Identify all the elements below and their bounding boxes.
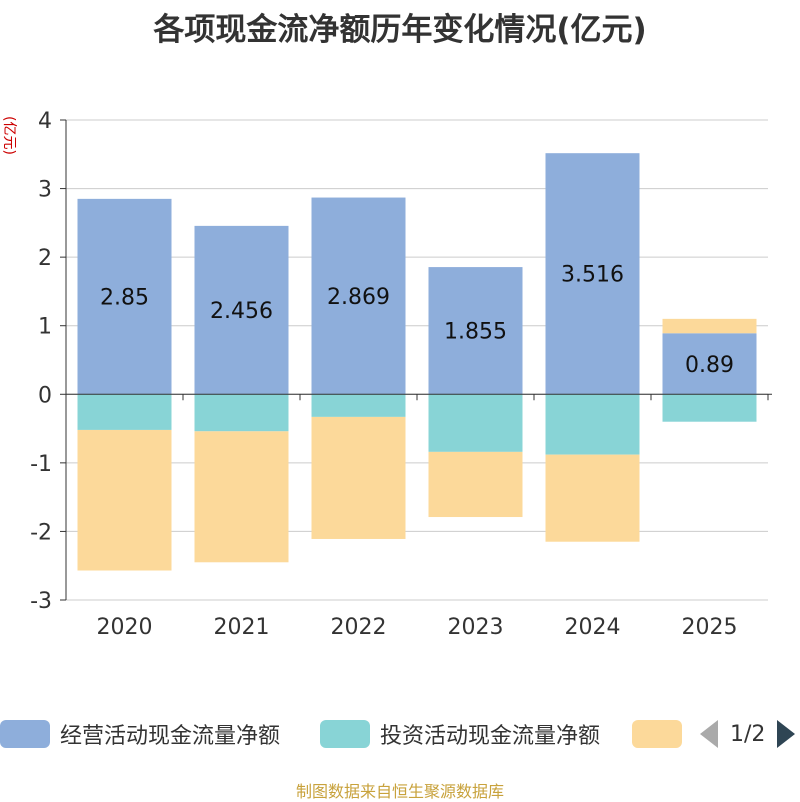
financing-bar — [311, 416, 406, 539]
legend-item-investing[interactable]: 投资活动现金流量净额 — [320, 720, 601, 749]
bar-data-label: 3.516 — [561, 263, 624, 288]
legend: 经营活动现金流量净额 投资活动现金流量净额 1/2 — [0, 712, 800, 756]
legend-pager: 1/2 — [700, 720, 796, 748]
x-tick-label: 2020 — [97, 615, 153, 640]
legend-prev-page-icon[interactable] — [700, 720, 718, 748]
y-tick-label: -2 — [30, 520, 52, 545]
y-tick-label: 1 — [38, 315, 52, 340]
y-tick-label: 3 — [38, 178, 52, 203]
x-tick-label: 2023 — [448, 615, 504, 640]
legend-label-investing: 投资活动现金流量净额 — [380, 724, 601, 749]
y-tick-label: 4 — [38, 109, 52, 134]
legend-swatch-investing — [320, 720, 370, 748]
investing-bar — [194, 394, 289, 432]
financing-bar — [545, 454, 640, 542]
operating-bar — [662, 333, 757, 395]
data-source-note: 制图数据来自恒生聚源数据库 — [295, 782, 504, 801]
financing-bar — [662, 318, 757, 334]
y-tick-label: -1 — [30, 452, 52, 477]
investing-bar — [545, 394, 640, 455]
legend-swatch-financing — [632, 720, 682, 748]
x-tick-label: 2024 — [565, 615, 621, 640]
legend-item-operating[interactable]: 经营活动现金流量净额 — [0, 720, 281, 749]
legend-next-page-icon[interactable] — [777, 720, 796, 748]
investing-bar — [77, 394, 172, 430]
financing-bar — [77, 429, 172, 571]
legend-page-indicator: 1/2 — [730, 721, 766, 747]
operating-bar — [194, 225, 289, 395]
financing-bar — [428, 451, 523, 518]
investing-bar — [428, 394, 523, 452]
legend-label-operating: 经营活动现金流量净额 — [60, 724, 281, 749]
legend-item-financing[interactable] — [632, 720, 682, 748]
bar-data-label: 0.89 — [685, 353, 734, 378]
x-tick-label: 2021 — [214, 615, 270, 640]
operating-bar — [311, 197, 406, 395]
operating-bar — [428, 267, 523, 395]
x-tick-label: 2025 — [682, 615, 738, 640]
bar-data-label: 2.869 — [327, 285, 390, 310]
y-tick-label: 2 — [38, 246, 52, 271]
bar-chart: -3 -2 -1 0 1 2 3 4 2.85 2020 2.456 2021 2.869 2022 1.8… — [30, 109, 772, 640]
chart-title: 各项现金流净额历年变化情况(亿元) — [153, 12, 647, 48]
bar-data-label: 1.855 — [444, 320, 507, 345]
legend-swatch-operating — [0, 720, 50, 748]
investing-bar — [662, 394, 757, 422]
y-tick-label: -3 — [30, 589, 52, 614]
x-tick-label: 2022 — [331, 615, 387, 640]
financing-bar — [194, 431, 289, 563]
y-tick-label: 0 — [38, 383, 52, 408]
investing-bar — [311, 394, 406, 417]
operating-bar — [77, 198, 172, 395]
bar-data-label: 2.85 — [100, 286, 149, 311]
operating-bar — [545, 153, 640, 395]
bar-data-label: 2.456 — [210, 299, 273, 324]
